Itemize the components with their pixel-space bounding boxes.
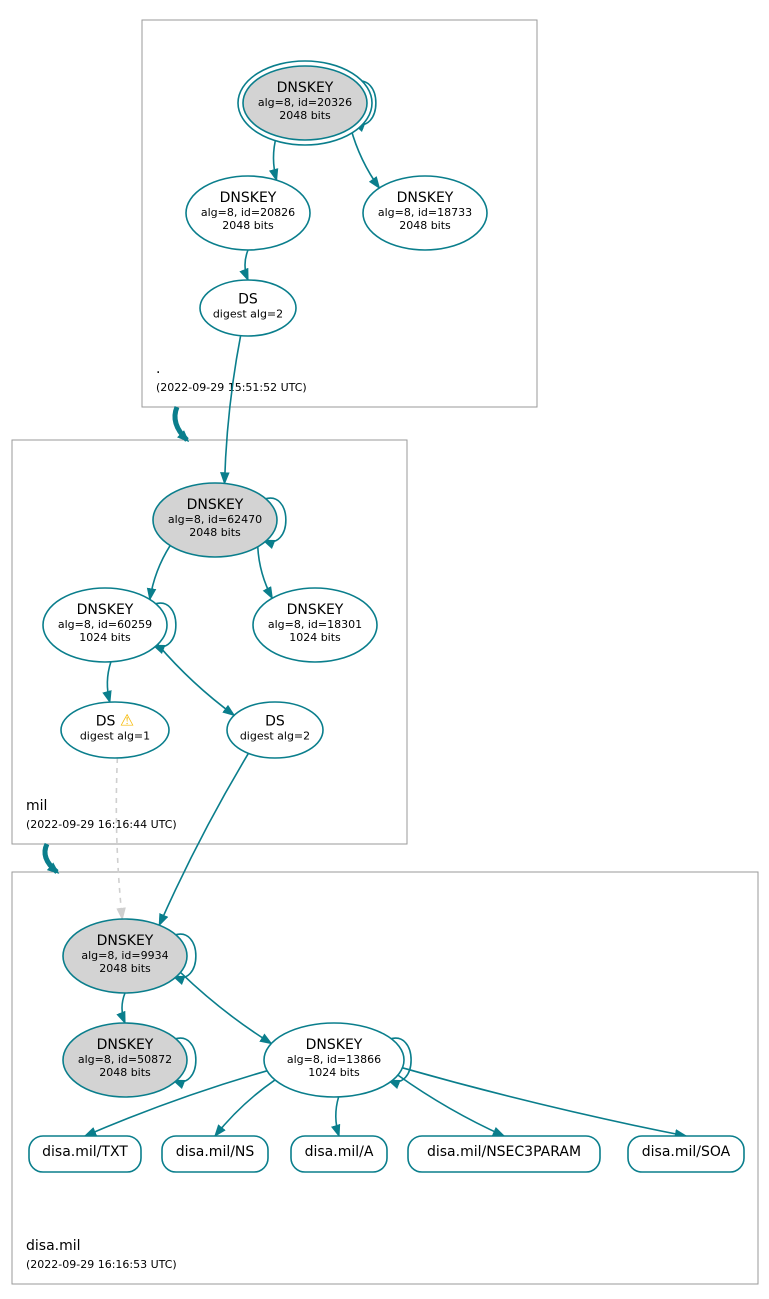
edge	[225, 336, 241, 484]
node-title: DS ⚠	[96, 711, 134, 730]
node-subtitle: 2048 bits	[279, 109, 331, 122]
node-title: disa.mil/SOA	[642, 1144, 731, 1160]
edge	[150, 546, 170, 600]
node-subtitle: digest alg=2	[240, 730, 310, 743]
node-title: disa.mil/TXT	[42, 1144, 128, 1160]
edge	[402, 1068, 686, 1136]
node-subtitle: alg=8, id=18301	[268, 618, 362, 631]
node-title: disa.mil/NSEC3PARAM	[427, 1144, 581, 1160]
node-title: DNSKEY	[97, 1037, 154, 1053]
node-title: DNSKEY	[287, 602, 344, 618]
node-subtitle: alg=8, id=13866	[287, 1053, 381, 1066]
node-title: DS	[265, 714, 285, 730]
node-subtitle: 1024 bits	[308, 1066, 360, 1079]
node-title: disa.mil/NS	[176, 1144, 255, 1160]
node-subtitle: alg=8, id=18733	[378, 206, 472, 219]
edge	[273, 136, 276, 180]
edge	[159, 753, 248, 925]
node-title: DNSKEY	[187, 497, 244, 513]
node-subtitle: alg=8, id=60259	[58, 618, 152, 631]
node-title: DNSKEY	[97, 933, 154, 949]
edge	[351, 128, 380, 188]
node-subtitle: 2048 bits	[222, 219, 274, 232]
edge	[107, 662, 111, 702]
edge	[122, 993, 125, 1023]
zone-label: .	[156, 361, 160, 377]
edge	[181, 972, 272, 1043]
dnssec-diagram: .(2022-09-29 15:51:52 UTC)mil(2022-09-29…	[0, 0, 769, 1299]
node-title: disa.mil/A	[305, 1144, 374, 1160]
node-title: DNSKEY	[397, 190, 454, 206]
zone-delegation-edge	[45, 844, 57, 872]
edge	[245, 250, 248, 280]
node-title: DNSKEY	[220, 190, 277, 206]
node-subtitle: 2048 bits	[189, 526, 241, 539]
node-title: DS	[238, 292, 258, 308]
node-title: DNSKEY	[306, 1037, 363, 1053]
zone-delegation-edge	[175, 407, 187, 440]
node-subtitle: digest alg=1	[80, 730, 150, 743]
node-subtitle: digest alg=2	[213, 308, 283, 321]
node-subtitle: alg=8, id=9934	[81, 949, 168, 962]
node-subtitle: 1024 bits	[289, 631, 341, 644]
node-subtitle: alg=8, id=20326	[258, 96, 352, 109]
edge	[158, 644, 234, 715]
node-title: DNSKEY	[277, 80, 334, 96]
warning-icon: ⚠	[120, 711, 134, 730]
edge	[398, 1075, 504, 1136]
zone-label: mil	[26, 798, 47, 814]
zone-label: disa.mil	[26, 1238, 81, 1254]
edge	[336, 1097, 339, 1136]
node-subtitle: alg=8, id=20826	[201, 206, 295, 219]
zone-timestamp: (2022-09-29 16:16:44 UTC)	[26, 818, 177, 831]
node-subtitle: alg=8, id=62470	[168, 513, 262, 526]
node-subtitle: alg=8, id=50872	[78, 1053, 172, 1066]
node-subtitle: 2048 bits	[99, 1066, 151, 1079]
edge	[258, 547, 272, 598]
node-subtitle: 2048 bits	[399, 219, 451, 232]
node-subtitle: 2048 bits	[99, 962, 151, 975]
node-subtitle: 1024 bits	[79, 631, 131, 644]
zone-timestamp: (2022-09-29 16:16:53 UTC)	[26, 1258, 177, 1271]
node-title: DNSKEY	[77, 602, 134, 618]
edge	[215, 1080, 275, 1136]
edge	[116, 758, 122, 919]
